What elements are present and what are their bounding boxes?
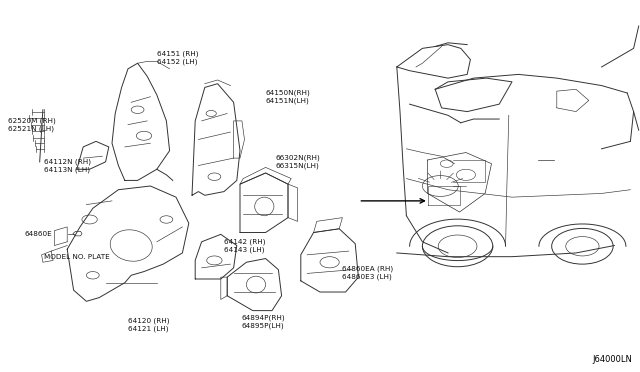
Text: 64142 (RH)
64143 (LH): 64142 (RH) 64143 (LH) <box>224 238 266 253</box>
Text: 64150N(RH)
64151N(LH): 64150N(RH) 64151N(LH) <box>266 90 310 104</box>
Text: 64151 (RH)
64152 (LH): 64151 (RH) 64152 (LH) <box>157 51 198 65</box>
Text: 64860EA (RH)
64860E3 (LH): 64860EA (RH) 64860E3 (LH) <box>342 265 394 279</box>
Text: 66302N(RH)
66315N(LH): 66302N(RH) 66315N(LH) <box>275 155 320 169</box>
Text: 62520M (RH)
62521N (LH): 62520M (RH) 62521N (LH) <box>8 118 56 132</box>
Text: 64860E: 64860E <box>24 231 52 237</box>
Text: MODEL NO. PLATE: MODEL NO. PLATE <box>44 254 109 260</box>
Text: 64894P(RH)
64895P(LH): 64894P(RH) 64895P(LH) <box>242 315 285 329</box>
Text: 64112N (RH)
64113N (LH): 64112N (RH) 64113N (LH) <box>44 158 90 173</box>
Text: 64120 (RH)
64121 (LH): 64120 (RH) 64121 (LH) <box>128 317 170 331</box>
Text: J64000LN: J64000LN <box>593 355 632 364</box>
